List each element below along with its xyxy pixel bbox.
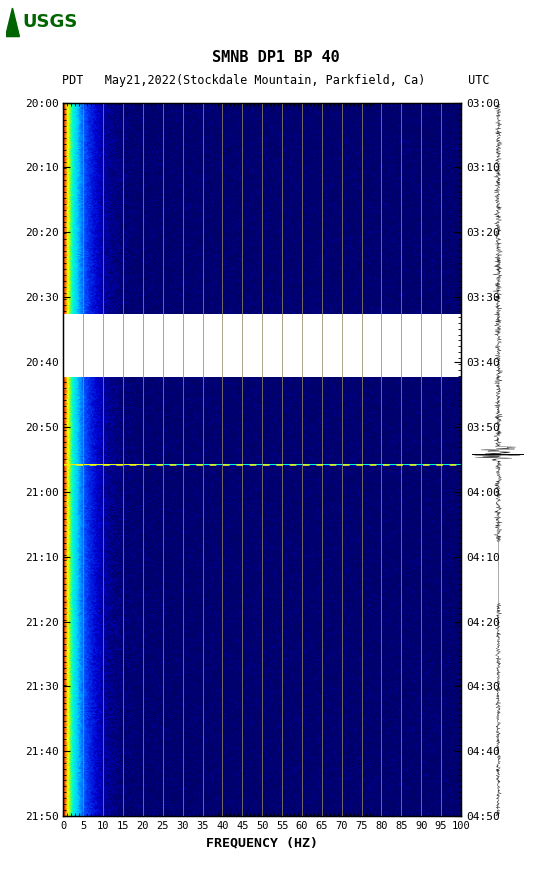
X-axis label: FREQUENCY (HZ): FREQUENCY (HZ) (206, 837, 318, 849)
Polygon shape (6, 8, 19, 37)
Text: USGS: USGS (23, 13, 78, 31)
Text: SMNB DP1 BP 40: SMNB DP1 BP 40 (212, 51, 340, 65)
Bar (63, 315, 461, 377)
Text: PDT   May21,2022(Stockdale Mountain, Parkfield, Ca)      UTC: PDT May21,2022(Stockdale Mountain, Parkf… (62, 74, 490, 87)
